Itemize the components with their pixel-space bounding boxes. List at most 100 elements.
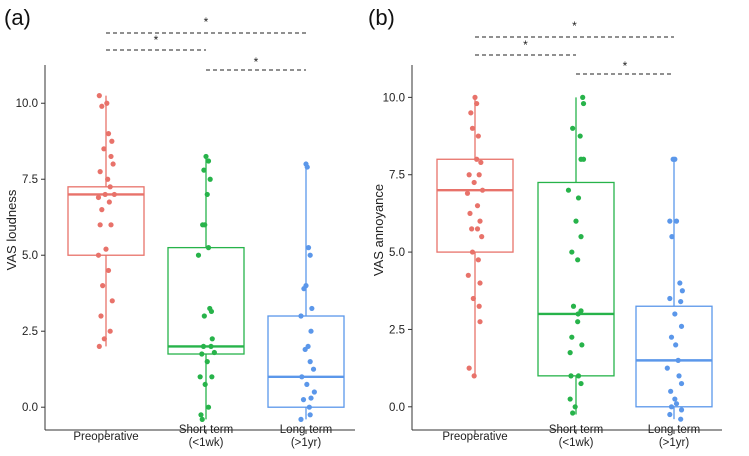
panel-a-ytick-label-1: 2.5 — [22, 326, 38, 338]
panel-a-point-preoperative-4 — [109, 138, 115, 144]
panel-b-point-preoperative-18 — [469, 249, 476, 255]
panel-a-point-preoperative-1 — [104, 100, 110, 106]
panel-b-point-preoperative-10 — [479, 187, 486, 193]
panel-b-point-short-term-11 — [575, 257, 581, 263]
panel-b-point-preoperative-6 — [478, 159, 484, 165]
panel-b-point-preoperative-23 — [476, 303, 482, 309]
panel-a-point-long-term-10 — [302, 346, 308, 353]
panel-a-y-ticks: 0.0 2.5 5.0 7.5 10.0 — [16, 98, 38, 414]
panel-b-point-short-term-24 — [570, 410, 576, 416]
panel-a-point-long-term-16 — [308, 395, 314, 401]
panel-a-point-short-term-10 — [208, 308, 215, 315]
panel-b-point-long-term-2 — [673, 218, 680, 224]
panel-a-sig-star-short-vs-long: * — [254, 55, 259, 69]
panel-a-point-short-term-18 — [209, 374, 215, 380]
panel-a-sig-star-pre-vs-long: * — [204, 15, 209, 29]
panel-b-point-preoperative-21 — [477, 280, 483, 286]
panel-a-point-preoperative-3 — [105, 131, 112, 137]
panel-a-point-short-term-17 — [204, 359, 210, 365]
panel-a-point-preoperative-26 — [96, 343, 102, 350]
panel-a-ytick-label-0: 0.0 — [22, 402, 38, 414]
panel-b-point-short-term-6 — [565, 187, 572, 193]
panel-a: (a) VAS loudness 0.0 2.5 5.0 7.5 10.0 Pr… — [4, 5, 332, 449]
panel-b-y-axis-title: VAS annoyance — [371, 184, 386, 276]
chart-marks — [41, 32, 722, 434]
panel-b-ytick-label-0: 0.0 — [389, 402, 405, 414]
panel-a-box-preoperative — [67, 186, 145, 256]
panel-b-point-long-term-17 — [668, 388, 674, 394]
panel-b-point-short-term-8 — [573, 218, 579, 224]
panel-a-point-short-term-6 — [202, 222, 208, 228]
panel-b-point-long-term-18 — [672, 396, 678, 402]
panel-b-point-long-term-16 — [678, 380, 685, 387]
panel-a-box-long-term — [267, 315, 345, 408]
panel-b-point-short-term-20 — [568, 373, 574, 379]
panel-b-box-long-term — [635, 305, 713, 408]
panel-b-point-preoperative-15 — [469, 226, 475, 232]
panel-b-point-long-term-22 — [667, 411, 673, 418]
panel-a-point-preoperative-5 — [101, 146, 107, 152]
panel-b-point-short-term-15 — [575, 319, 581, 325]
panel-a-point-long-term-2 — [305, 245, 312, 251]
panel-b-y-ticks: 0.0 2.5 5.0 7.5 10.0 — [383, 92, 405, 413]
panel-b-sig-star-pre-vs-short: * — [523, 38, 528, 52]
panel-a-xtick-label-preoperative: Preoperative — [73, 431, 138, 443]
panel-b-point-short-term-3 — [577, 133, 583, 139]
panel-a-point-preoperative-16 — [97, 222, 103, 228]
panel-b-sig-star-short-vs-long: * — [623, 59, 628, 73]
panel-b-point-preoperative-26 — [471, 373, 477, 379]
panel-a-point-short-term-22 — [198, 412, 204, 418]
panel-b-point-preoperative-7 — [466, 172, 472, 178]
panel-a-x-categories: Preoperative Short-term (<1wk) Long-term… — [73, 424, 332, 449]
panel-a-point-short-term-2 — [201, 167, 207, 173]
panel-b-point-preoperative-13 — [467, 210, 473, 217]
panel-a-point-long-term-8 — [308, 328, 314, 334]
panel-a-point-long-term-15 — [311, 389, 317, 395]
panel-a-point-long-term-7 — [298, 313, 304, 319]
panel-b: (b) VAS annoyance 0.0 2.5 5.0 7.5 10.0 P… — [368, 5, 700, 449]
panel-a-point-preoperative-7 — [110, 161, 116, 167]
panel-b-xtick-sublabel-long-term: (>1yr) — [659, 437, 690, 449]
panel-a-point-preoperative-12 — [111, 191, 117, 198]
panel-b-point-short-term-1 — [580, 100, 587, 107]
panel-a-point-preoperative-21 — [100, 283, 106, 289]
panel-b-point-long-term-4 — [669, 234, 675, 240]
panel-b-point-preoperative-14 — [477, 218, 483, 224]
panel-b-point-short-term-7 — [575, 195, 582, 201]
panel-a-point-preoperative-14 — [106, 199, 112, 205]
panel-b-point-long-term-20 — [668, 404, 675, 410]
panel-a-xtick-sublabel-long-term: (>1yr) — [291, 437, 322, 449]
panel-b-point-preoperative-5 — [474, 156, 480, 162]
panel-b-point-short-term-2 — [570, 125, 576, 131]
panel-b-point-long-term-8 — [678, 298, 684, 305]
panel-b-point-short-term-16 — [569, 334, 575, 340]
panel-a-point-preoperative-23 — [98, 313, 104, 319]
panel-b-point-preoperative-1 — [474, 100, 480, 107]
panel-a-point-preoperative-9 — [105, 176, 111, 182]
panel-a-point-long-term-13 — [299, 374, 305, 380]
panel-a-point-short-term-11 — [201, 313, 207, 319]
panel-a-point-short-term-14 — [200, 343, 207, 350]
panel-b-point-short-term-0 — [580, 94, 586, 100]
panel-b-point-long-term-15 — [676, 373, 682, 379]
panel-b-point-long-term-12 — [673, 342, 679, 348]
panel-a-point-long-term-17 — [300, 397, 307, 403]
panel-a-point-short-term-3 — [207, 176, 213, 182]
panel-a-point-short-term-13 — [208, 343, 214, 350]
panel-b-ytick-label-3: 7.5 — [389, 170, 405, 182]
panel-b-box-short-term — [537, 181, 615, 377]
panel-a-point-long-term-1 — [304, 164, 310, 170]
panel-b-point-short-term-19 — [575, 373, 582, 379]
panel-a-sig-star-pre-vs-short: * — [154, 33, 159, 47]
panel-a-point-preoperative-0 — [96, 93, 102, 99]
panel-a-ytick-label-4: 10.0 — [16, 98, 38, 110]
panel-a-point-preoperative-8 — [97, 169, 103, 175]
panel-a-point-long-term-18 — [306, 404, 312, 410]
panel-a-box-short-term — [167, 246, 245, 355]
panel-b-point-preoperative-9 — [471, 179, 477, 186]
panel-a-point-preoperative-6 — [108, 153, 114, 160]
panel-b-point-short-term-21 — [578, 380, 584, 387]
panel-b-point-short-term-18 — [567, 350, 573, 356]
panel-a-point-long-term-6 — [309, 305, 315, 312]
